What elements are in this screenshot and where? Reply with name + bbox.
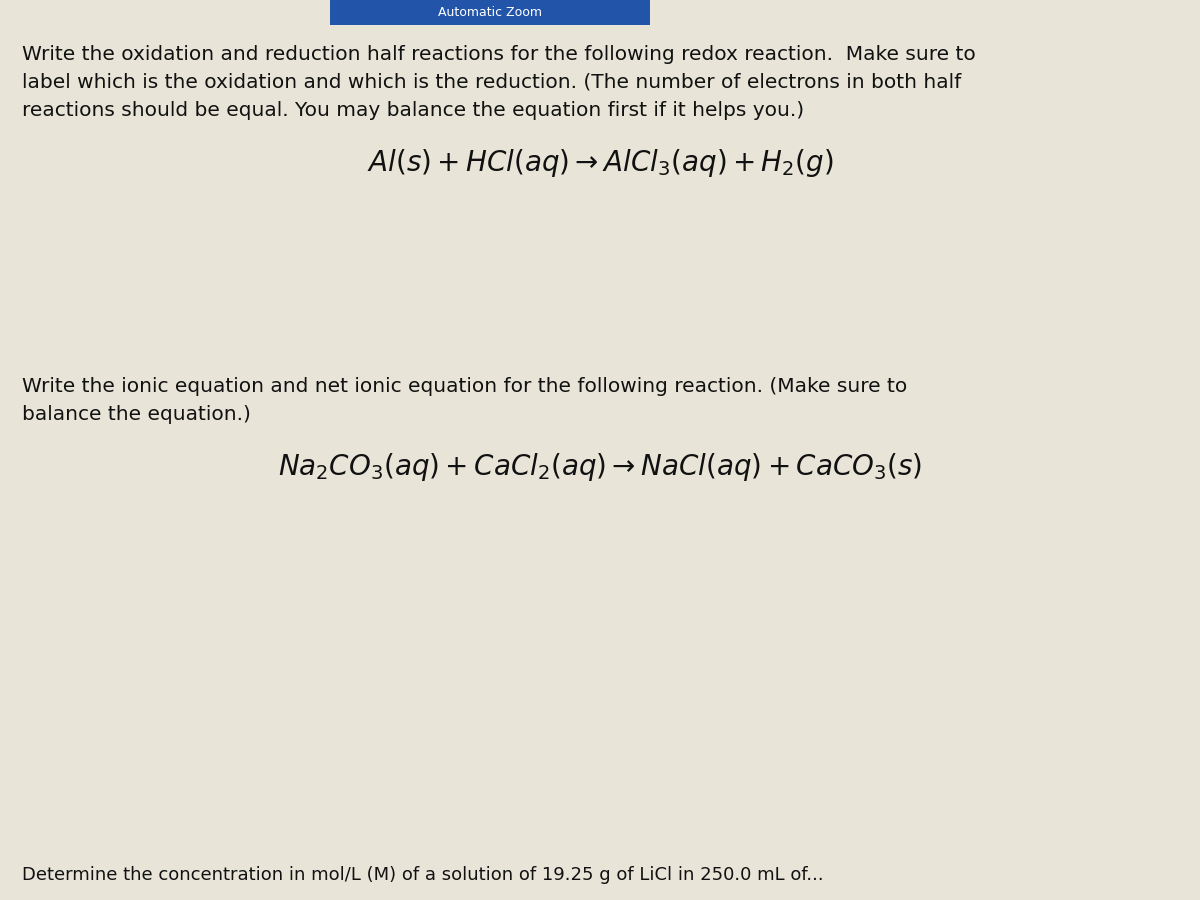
Text: balance the equation.): balance the equation.) [22, 405, 251, 424]
Text: Write the oxidation and reduction half reactions for the following redox reactio: Write the oxidation and reduction half r… [22, 45, 976, 64]
Bar [330, 0, 650, 25]
Text: Determine the concentration in mol/L (M) of a solution of 19.25 g of LiCl in 250: Determine the concentration in mol/L (M)… [22, 866, 823, 884]
Text: Write the ionic equation and net ionic equation for the following reaction. (Mak: Write the ionic equation and net ionic e… [22, 377, 907, 396]
Text: reactions should be equal. You may balance the equation first if it helps you.): reactions should be equal. You may balan… [22, 101, 804, 120]
Text: label which is the oxidation and which is the reduction. (The number of electron: label which is the oxidation and which i… [22, 73, 961, 92]
Text: Automatic Zoom: Automatic Zoom [438, 6, 542, 19]
Text: $Na_2CO_3(aq)+CaCl_2(aq) \rightarrow NaCl(aq)+CaCO_3(s)$: $Na_2CO_3(aq)+CaCl_2(aq) \rightarrow NaC… [278, 451, 922, 483]
Text: $Al(s)+HCl(aq) \rightarrow AlCl_3(aq)+H_2(g)$: $Al(s)+HCl(aq) \rightarrow AlCl_3(aq)+H_… [367, 147, 833, 179]
